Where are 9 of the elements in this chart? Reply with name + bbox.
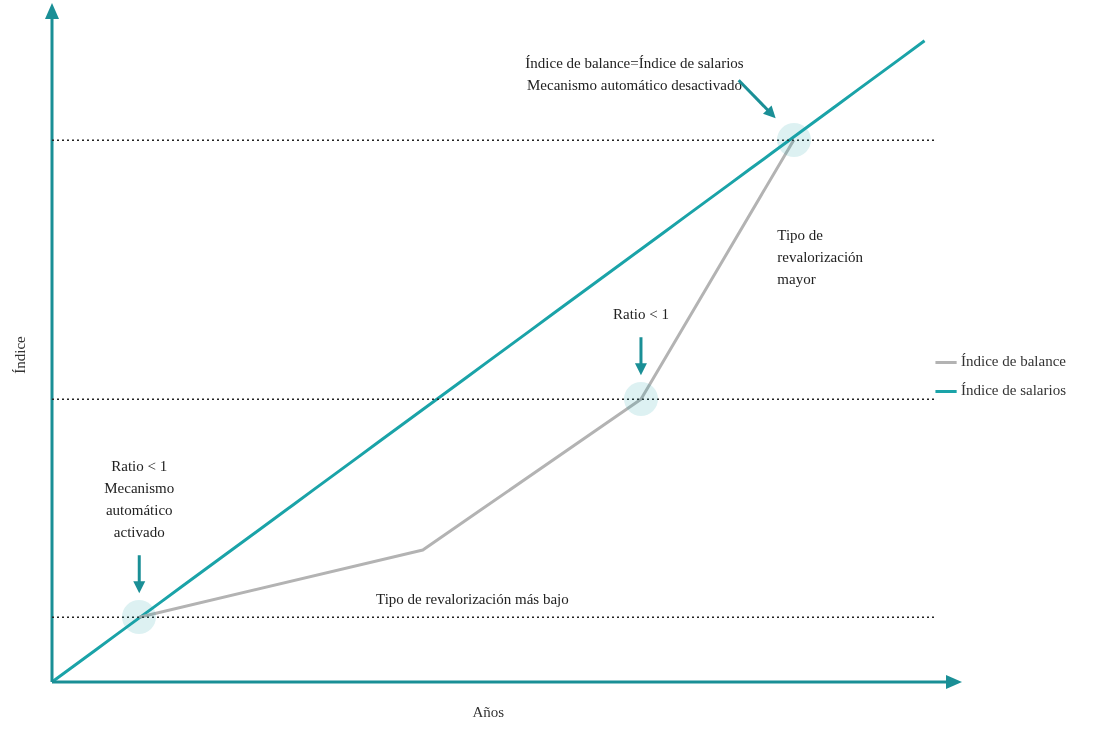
- annotation: Ratio < 1 Mecanismo automático activado: [104, 458, 175, 541]
- legend-label: Índice de salarios: [961, 382, 1067, 399]
- annotation: Ratio < 1: [612, 306, 669, 323]
- legend-label: Índice de balance: [961, 353, 1067, 370]
- annotation: Índice de balance=Índice de salarios Mecanismo automático desactivado: [525, 55, 744, 94]
- y-axis-title: Índice: [11, 335, 28, 374]
- x-axis-title: Años: [472, 703, 505, 720]
- annotation: Tipo de revalorización más bajo: [376, 590, 569, 607]
- annotation: Tipo de revalorización mayor: [777, 226, 864, 287]
